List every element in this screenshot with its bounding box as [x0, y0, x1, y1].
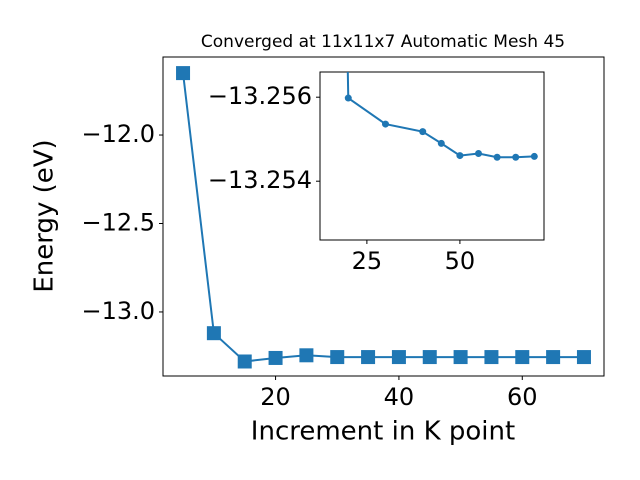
y-axis-label: Energy (eV) — [30, 139, 60, 292]
point — [515, 350, 530, 365]
point — [268, 350, 283, 365]
x-tick-label: 20 — [260, 383, 291, 411]
point — [381, 120, 389, 128]
x-tick-label: 60 — [507, 383, 538, 411]
point — [299, 348, 314, 363]
point — [530, 152, 538, 160]
point — [546, 350, 561, 365]
plot-layer — [176, 66, 591, 369]
series-line — [346, 72, 535, 159]
y-tick-label: −13.254 — [208, 166, 312, 194]
point — [453, 350, 468, 365]
point — [206, 326, 221, 341]
point — [419, 128, 427, 136]
point — [484, 350, 499, 365]
point — [361, 350, 376, 365]
point — [493, 153, 501, 161]
x-tick-label: 40 — [384, 383, 415, 411]
point — [422, 350, 437, 365]
y-tick-label: −12.0 — [81, 120, 155, 148]
x-tick-label: 50 — [445, 247, 476, 275]
x-axis-label: Increment in K point — [251, 417, 515, 447]
point — [391, 350, 406, 365]
y-tick-label: −12.5 — [81, 208, 155, 236]
plot-area — [319, 71, 545, 241]
chart-title: Converged at 11x11x7 Automatic Mesh 45 — [201, 32, 565, 52]
plot-layer — [344, 72, 538, 161]
point — [475, 149, 483, 157]
point — [330, 350, 345, 365]
y-tick-label: −13.256 — [208, 82, 312, 110]
point — [176, 66, 191, 81]
point — [576, 350, 591, 365]
y-tick-label: −13.0 — [81, 297, 155, 325]
point — [512, 153, 520, 161]
point — [437, 139, 445, 147]
point — [237, 354, 252, 369]
point — [344, 94, 352, 102]
point — [456, 152, 464, 160]
x-tick-label: 25 — [352, 247, 383, 275]
